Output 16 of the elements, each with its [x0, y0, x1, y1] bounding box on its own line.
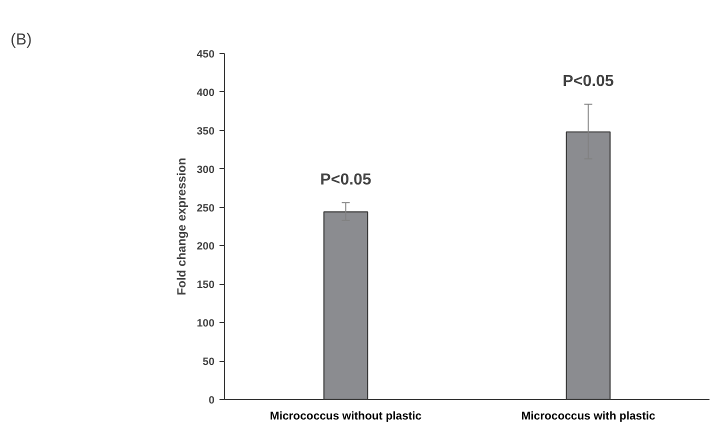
annotation: P<0.05	[320, 172, 372, 189]
y-tick-label: 150	[196, 279, 215, 292]
x-tick-label: Micrococcus with plastic	[521, 410, 656, 422]
y-tick-label: 0	[208, 394, 215, 406]
y-tick-label: 100	[196, 318, 215, 330]
y-tick-label: 50	[202, 356, 215, 368]
y-tick-label: 350	[196, 125, 215, 138]
y-axis-title: Fold change expression	[174, 158, 189, 296]
annotation: P<0.05	[562, 73, 614, 90]
y-tick-label: 450	[196, 48, 215, 60]
y-tick-label: 200	[196, 240, 215, 253]
x-tick-label: Micrococcus without plastic	[270, 410, 422, 422]
y-tick-label: 300	[196, 164, 215, 176]
text: (B)	[10, 32, 32, 48]
y-tick-label: 400	[196, 86, 215, 99]
y-tick-label: 250	[196, 202, 215, 214]
